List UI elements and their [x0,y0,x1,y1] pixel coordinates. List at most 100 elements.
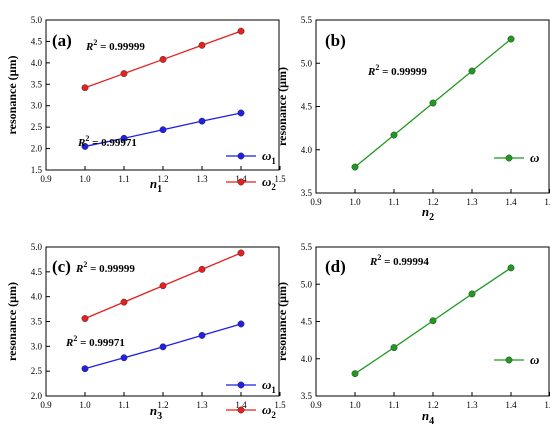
legend-label: ω1 [262,377,276,395]
data-point [159,343,167,351]
series-1: R2 = 0.99994 ω [351,253,539,378]
data-point [237,109,245,117]
data-point [507,264,515,272]
x-tick-label: 1.3 [466,197,478,207]
chart-panel-1: 1.5 2.0 2.5 3.0 3.5 4.0 4.5 5.0 0.9 1.0 1.1 1.2 1.3 1… [5,15,286,195]
y-tick-label: 4.5 [301,102,313,112]
x-axis-label: n3 [150,403,162,422]
legend-marker [505,356,513,364]
data-point [81,142,89,150]
y-axis-label: resonance (μm) [275,67,289,146]
y-tick-label: 5.5 [301,15,313,25]
data-point [237,27,245,35]
chart-panel-4: 3.5 4.0 4.5 5.0 5.5 0.9 1.0 1.1 1.2 1.3 1.4 1.5 reso… [275,242,550,427]
legend-entry: ω2 [226,402,276,420]
data-point [237,320,245,328]
x-tick-label: 1.2 [427,197,438,207]
r-squared-value: = 0.99999 [379,66,427,78]
legend-entry: ω [494,352,539,367]
r-squared-value: = 0.99999 [87,263,135,275]
data-point [351,163,359,171]
r-squared-symbol: R [369,256,377,268]
series-2: R2 = 0.99999 ω2 [75,249,276,420]
data-point [81,84,89,92]
data-point [159,126,167,134]
legend-label: ω [530,352,539,367]
x-tick-label: 1.1 [388,400,399,410]
data-point [468,290,476,298]
data-point [468,67,476,75]
data-point [390,344,398,352]
r-squared-label: R2 = 0.99999 [367,63,427,78]
x-tick-label: 1.2 [157,174,168,184]
r-squared-label: R2 = 0.99994 [369,253,429,268]
legend-label-main: ω [262,174,271,189]
x-tick-label: 1.5 [274,400,286,410]
data-point [507,35,515,43]
r-squared-label: R2 = 0.99999 [75,260,135,275]
r-squared-value: = 0.99999 [97,41,145,53]
legend-label-sub: 1 [271,385,276,395]
x-tick-label: 1.4 [505,400,517,410]
r-squared-symbol: R [85,41,93,53]
x-tick-label: 1.0 [79,400,91,410]
data-point [120,354,128,362]
x-axis-label-sub: 1 [157,184,162,195]
r-squared-exponent: 2 [375,63,379,72]
x-tick-label: 1.3 [196,174,208,184]
r-squared-value: = 0.99971 [89,137,137,149]
legend-label: ω2 [262,174,276,192]
y-tick-label: 2.5 [31,366,43,376]
r-squared-value: = 0.99971 [77,337,125,349]
x-tick-label: 0.9 [40,174,52,184]
data-point [429,317,437,325]
y-tick-label: 1.5 [31,165,43,175]
legend-entry: ω [494,150,539,165]
series-1: R2 = 0.99971 ω1 [65,320,276,395]
r-squared-symbol: R [65,337,73,349]
y-tick-label: 5.0 [31,242,43,252]
y-tick-label: 4.0 [301,145,313,155]
y-tick-label: 2.5 [31,122,43,132]
r-squared-symbol: R [77,137,85,149]
panel-label: (a) [52,31,72,50]
legend-marker [237,406,245,414]
data-point [237,249,245,257]
x-axis-label-main: n [150,403,157,418]
panel-label: (c) [52,257,71,276]
y-tick-label: 5.5 [301,242,313,252]
y-tick-label: 3.5 [301,391,313,401]
series-1: R2 = 0.99971 ω1 [77,109,276,166]
y-tick-label: 4.5 [31,267,43,277]
x-tick-label: 1.0 [79,174,91,184]
data-point [120,70,128,78]
panel-label: (d) [325,257,346,276]
x-tick-label: 1.2 [157,400,168,410]
x-axis-label-sub: 3 [157,411,162,422]
legend-label-sub: 2 [271,410,276,420]
y-tick-label: 4.0 [31,292,43,302]
legend-entry: ω2 [226,174,276,192]
x-axis-label-sub: 2 [429,212,434,223]
x-axis-label: n2 [422,204,434,223]
y-tick-label: 3.5 [31,317,43,327]
data-point [390,131,398,139]
r-squared-exponent: 2 [73,334,77,343]
legend-marker [237,178,245,186]
data-point [81,315,89,322]
legend-marker [237,381,245,389]
x-axis-label-sub: 4 [429,416,434,427]
y-tick-label: 2.0 [31,391,43,401]
legend-label-sub: 2 [271,182,276,192]
r-squared-exponent: 2 [85,134,89,143]
legend-entry: ω1 [226,377,276,395]
data-point [198,41,206,49]
y-tick-label: 3.0 [31,341,43,351]
legend-marker [237,152,245,160]
y-tick-label: 3.5 [301,188,313,198]
plot-frame [315,19,550,194]
x-axis-label-main: n [422,204,429,219]
legend-entry: ω1 [226,148,276,166]
